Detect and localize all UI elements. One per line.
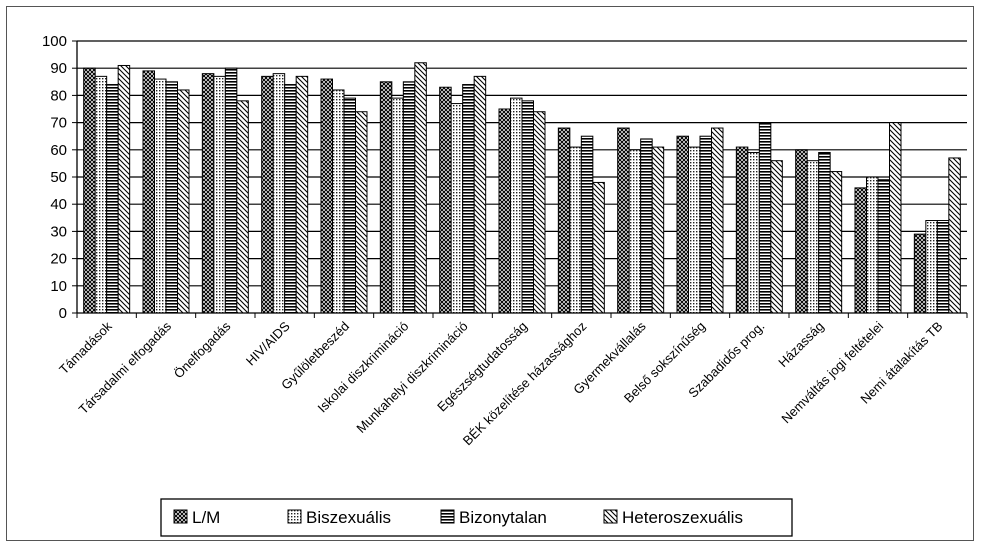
legend-swatch	[440, 509, 455, 524]
bar-heteroszexu-lis-11	[770, 160, 783, 314]
bar-l-m-8	[557, 127, 571, 314]
bar-heteroszexu-lis-2	[236, 100, 249, 314]
category-label: Munkahelyi diszkrimináció	[353, 319, 470, 436]
legend-swatch	[287, 509, 302, 524]
axes	[76, 41, 968, 318]
legend: L/M Biszexuális Bizonytalan Heteroszexuális	[160, 498, 793, 537]
bar-bizonytalan-9	[640, 138, 653, 314]
category-label: Nemváltás jogi feltételei	[778, 318, 886, 426]
bar-bizonytalan-0	[106, 84, 119, 314]
bar-l-m-13	[854, 187, 867, 314]
y-tick-label: 0	[59, 305, 67, 322]
y-tick-label: 70	[50, 115, 67, 132]
bar-bizonytalan-13	[877, 179, 890, 314]
bar-biszexu-lis-11	[747, 152, 760, 314]
bar-biszexu-lis-8	[569, 146, 582, 314]
bar-heteroszexu-lis-10	[711, 127, 724, 314]
bar-l-m-4	[320, 78, 333, 314]
category-label: BÉK közelítése házassághoz	[460, 319, 590, 449]
bar-bizonytalan-5	[402, 81, 416, 314]
bar-heteroszexu-lis-4	[355, 111, 368, 314]
y-tick-label: 80	[50, 87, 67, 104]
bar-heteroszexu-lis-5	[414, 62, 427, 314]
bar-l-m-12	[795, 149, 808, 314]
bar-l-m-7	[498, 108, 511, 314]
y-tick-label: 90	[50, 60, 67, 77]
bar-bizonytalan-10	[699, 135, 712, 314]
y-tick-label: 50	[50, 169, 67, 186]
bar-heteroszexu-lis-14	[948, 157, 961, 314]
bar-l-m-11	[735, 146, 749, 314]
bar-heteroszexu-lis-6	[473, 75, 487, 314]
bar-biszexu-lis-14	[925, 220, 938, 314]
bar-biszexu-lis-2	[213, 75, 226, 314]
bar-biszexu-lis-0	[94, 75, 108, 314]
bar-heteroszexu-lis-3	[295, 75, 309, 314]
bar-heteroszexu-lis-8	[592, 181, 605, 314]
bar-bizonytalan-8	[580, 135, 594, 314]
bar-l-m-1	[142, 70, 155, 314]
bar-bizonytalan-4	[343, 97, 356, 314]
legend-label: Heteroszexuális	[622, 508, 743, 527]
bar-biszexu-lis-12	[806, 160, 820, 314]
bar-l-m-10	[676, 135, 689, 314]
bars	[83, 62, 961, 314]
bar-heteroszexu-lis-0	[117, 64, 131, 314]
bar-heteroszexu-lis-12	[829, 171, 843, 314]
bar-heteroszexu-lis-1	[177, 89, 190, 314]
y-tick-label: 20	[50, 251, 67, 268]
y-axis-ticks: 0 10 20 30 40 50 60 70 80 90 100	[42, 33, 77, 322]
bar-biszexu-lis-1	[154, 78, 167, 314]
bar-heteroszexu-lis-13	[889, 122, 902, 314]
category-label: HIV/AIDS	[243, 318, 293, 368]
bar-l-m-6	[439, 86, 452, 314]
y-tick-label: 60	[50, 142, 67, 159]
bar-l-m-2	[201, 73, 215, 314]
bar-l-m-9	[617, 127, 630, 314]
bar-l-m-5	[379, 81, 393, 314]
bar-bizonytalan-6	[462, 84, 475, 314]
bar-biszexu-lis-4	[332, 89, 345, 314]
bar-l-m-0	[83, 67, 96, 314]
legend-swatch	[603, 509, 618, 524]
legend-box	[160, 498, 793, 537]
bar-biszexu-lis-9	[628, 149, 642, 314]
bar-biszexu-lis-5	[391, 97, 404, 314]
legend-label: L/M	[192, 508, 220, 527]
bar-bizonytalan-12	[818, 152, 831, 314]
bar-biszexu-lis-10	[688, 146, 701, 314]
bar-bizonytalan-7	[521, 100, 534, 314]
bar-bizonytalan-1	[165, 81, 178, 314]
bar-biszexu-lis-3	[272, 73, 286, 314]
legend-label: Biszexuális	[306, 508, 391, 527]
category-label: Házasság	[775, 319, 826, 370]
category-label: Támadások	[56, 318, 115, 377]
bar-bizonytalan-3	[284, 84, 297, 314]
legend-swatch	[173, 509, 188, 524]
y-tick-label: 30	[50, 223, 67, 240]
y-tick-label: 10	[50, 278, 67, 295]
bar-heteroszexu-lis-9	[651, 146, 665, 314]
bar-biszexu-lis-7	[510, 97, 523, 314]
bar-l-m-3	[261, 75, 274, 314]
legend-label: Bizonytalan	[459, 508, 547, 527]
bar-bizonytalan-11	[758, 122, 772, 314]
bar-bizonytalan-2	[224, 67, 238, 314]
bar-heteroszexu-lis-7	[533, 111, 546, 314]
bar-biszexu-lis-13	[866, 176, 879, 314]
y-tick-label: 40	[50, 196, 67, 213]
bar-bizonytalan-14	[936, 220, 950, 314]
bar-biszexu-lis-6	[450, 103, 464, 314]
category-label: Önelfogadás	[171, 318, 234, 381]
bar-l-m-14	[913, 233, 927, 314]
y-tick-label: 100	[42, 33, 67, 50]
